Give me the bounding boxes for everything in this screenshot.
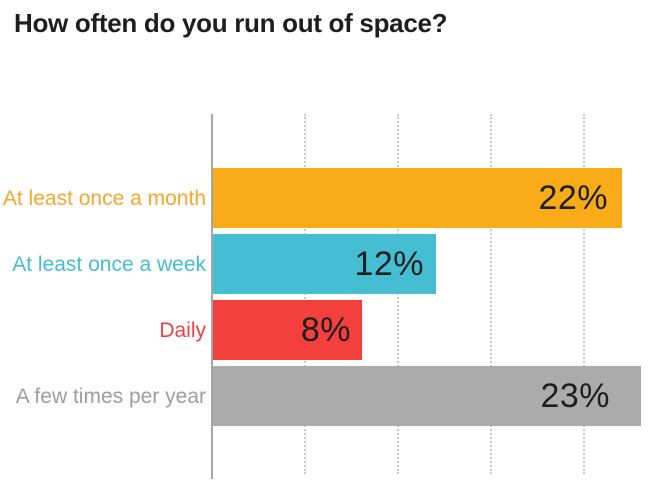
bar-value-label: 12% (354, 245, 424, 283)
bar-value-label: 22% (538, 179, 608, 217)
gridline-5pct (304, 114, 306, 474)
category-label: A few times per year (15, 384, 206, 408)
gridline-15pct (490, 114, 492, 474)
bar: 22% (213, 168, 622, 228)
gridline-20pct (583, 114, 585, 474)
category-label: At least once a week (12, 252, 206, 276)
bar: 23% (213, 366, 641, 426)
y-axis-line (211, 114, 213, 479)
category-label: At least once a month (2, 186, 206, 210)
bar: 8% (213, 300, 362, 360)
chart-title: How often do you run out of space? (14, 8, 448, 38)
bar-value-label: 8% (300, 311, 351, 349)
bar: 12% (213, 234, 436, 294)
category-label: Daily (159, 318, 206, 342)
gridline-10pct (397, 114, 399, 474)
bar-value-label: 23% (540, 377, 610, 415)
